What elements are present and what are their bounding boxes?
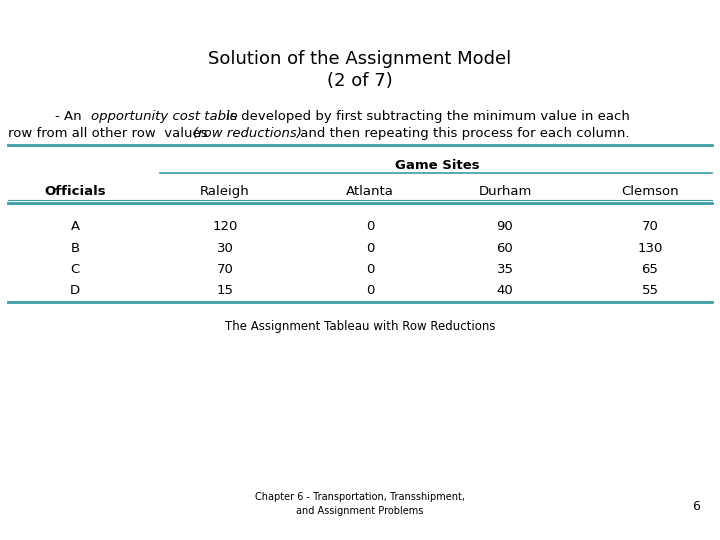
Text: and then repeating this process for each column.: and then repeating this process for each… [296, 127, 629, 140]
Text: (2 of 7): (2 of 7) [327, 72, 393, 90]
Text: Solution of the Assignment Model: Solution of the Assignment Model [208, 50, 512, 68]
Text: Atlanta: Atlanta [346, 185, 394, 198]
Text: A: A [71, 220, 80, 233]
Text: 65: 65 [642, 263, 658, 276]
Text: 120: 120 [212, 220, 238, 233]
Text: Game Sites: Game Sites [395, 159, 480, 172]
Text: 60: 60 [497, 242, 513, 255]
Text: (row reductions): (row reductions) [193, 127, 302, 140]
Text: The Assignment Tableau with Row Reductions: The Assignment Tableau with Row Reductio… [225, 320, 495, 333]
Text: C: C [71, 263, 80, 276]
Text: B: B [71, 242, 80, 255]
Text: Chapter 6 - Transportation, Transshipment,: Chapter 6 - Transportation, Transshipmen… [255, 492, 465, 502]
Text: 130: 130 [637, 242, 662, 255]
Text: Durham: Durham [478, 185, 531, 198]
Text: D: D [70, 284, 80, 297]
Text: 0: 0 [366, 220, 374, 233]
Text: 0: 0 [366, 263, 374, 276]
Text: is developed by first subtracting the minimum value in each: is developed by first subtracting the mi… [222, 110, 630, 123]
Text: and Assignment Problems: and Assignment Problems [297, 506, 423, 516]
Text: 6: 6 [692, 500, 700, 513]
Text: 70: 70 [217, 263, 233, 276]
Text: opportunity cost table: opportunity cost table [91, 110, 238, 123]
Text: Officials: Officials [44, 185, 106, 198]
Text: - An: - An [55, 110, 86, 123]
Text: 35: 35 [497, 263, 513, 276]
Text: 55: 55 [642, 284, 659, 297]
Text: 30: 30 [217, 242, 233, 255]
Text: 90: 90 [497, 220, 513, 233]
Text: 0: 0 [366, 242, 374, 255]
Text: 70: 70 [642, 220, 658, 233]
Text: 40: 40 [497, 284, 513, 297]
Text: Raleigh: Raleigh [200, 185, 250, 198]
Text: row from all other row  values: row from all other row values [8, 127, 212, 140]
Text: 15: 15 [217, 284, 233, 297]
Text: Clemson: Clemson [621, 185, 679, 198]
Text: 0: 0 [366, 284, 374, 297]
